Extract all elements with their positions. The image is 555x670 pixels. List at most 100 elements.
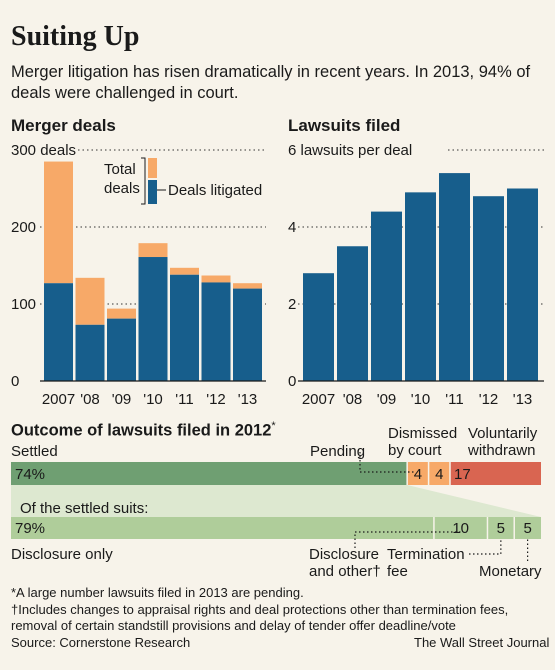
outcome-title-mark: * <box>271 420 276 432</box>
label-disclosure-only: Disclosure only <box>11 546 113 563</box>
label-of-settled: Of the settled suits: <box>20 500 149 517</box>
label-withdrawn-line1: Voluntarily <box>468 425 538 442</box>
merger-x-tick-label: '10 <box>143 391 163 408</box>
total-deals-bar <box>233 283 262 289</box>
merger-y-tick-label: 0 <box>11 373 19 390</box>
label-termination-line2: fee <box>387 563 408 580</box>
settled-segment <box>514 517 541 539</box>
settled-segment <box>433 517 488 539</box>
merger-x-tick-label: '08 <box>80 391 100 408</box>
total-deals-bar <box>138 243 168 258</box>
outcome-value-label: 4 <box>414 466 422 483</box>
lawsuits-filed-title: Lawsuits filed <box>288 116 401 135</box>
settled-breakdown-connector <box>11 485 541 517</box>
merger-x-tick-label: 2007 <box>42 391 75 408</box>
label-termination-line1: Termination <box>387 546 465 563</box>
label-pending: Pending <box>310 443 366 460</box>
termination-leader-line <box>469 539 502 555</box>
merger-x-tick-label: '11 <box>175 391 193 408</box>
lawsuits-y-tick-label: 4 <box>288 219 296 236</box>
deals-litigated-bar <box>170 274 199 381</box>
merger-x-tick-label: '12 <box>206 391 226 408</box>
deals-litigated-bar <box>201 282 231 381</box>
label-settled: Settled <box>11 443 58 460</box>
total-deals-bar <box>75 277 105 325</box>
label-dismissed-line2: by court <box>388 442 442 459</box>
lawsuits-filed-chart: 0 2 4 6 lawsuits per deal 2007 '08 '09 '10 '11 '1… <box>288 142 544 408</box>
lawsuits-bar <box>371 211 402 381</box>
legend-total-swatch <box>148 158 157 178</box>
deals-litigated-bar <box>75 324 105 381</box>
outcome-title-text: Outcome of lawsuits filed in 2012 <box>11 421 272 440</box>
merger-deals-title: Merger deals <box>11 116 116 135</box>
lawsuits-y-tick-label: 2 <box>288 296 296 313</box>
label-withdrawn-line2: withdrawn <box>468 442 536 459</box>
footnote-3: removal of certain standstill provisions… <box>11 618 456 633</box>
disclosure-other-leader-line <box>354 531 461 548</box>
outcome-segment <box>11 462 408 485</box>
settled-value-label: 10 <box>452 520 469 537</box>
footnote-2: †Includes changes to appraisal rights an… <box>11 602 509 617</box>
lawsuits-x-tick-label: '09 <box>377 391 397 408</box>
merger-y-tick-label: 100 <box>11 296 36 313</box>
deals-litigated-bar <box>107 318 136 381</box>
total-deals-bar <box>44 161 73 284</box>
lawsuits-x-tick-label: '13 <box>513 391 533 408</box>
legend-total-label-line2: deals <box>104 180 140 197</box>
merger-y-tick-label: 200 <box>11 219 36 236</box>
lawsuits-x-tick-label: '08 <box>343 391 363 408</box>
outcome-segment <box>428 462 450 485</box>
lawsuits-bar <box>303 273 334 381</box>
legend-litigated-swatch <box>148 180 157 204</box>
footnote-1: *A large number lawsuits filed in 2013 a… <box>11 585 304 600</box>
deals-litigated-bar <box>233 288 262 381</box>
outcome-segment <box>407 462 429 485</box>
legend-litigated-label: Deals litigated <box>168 182 262 199</box>
source-note: Source: Cornerstone Research <box>11 635 191 650</box>
outcome-title: Outcome of lawsuits filed in 2012* <box>11 420 276 441</box>
label-disclosure-other-line2: and other† <box>309 563 381 580</box>
lawsuits-bar <box>439 173 470 381</box>
merger-deals-chart: 0 100 200 300 deals 2007 '08 '09 '10 '11 '12 '13 To… <box>11 142 266 408</box>
settled-segment <box>11 517 434 539</box>
label-withdrawn: Voluntarily withdrawn <box>468 425 537 459</box>
merger-x-tick-label: '09 <box>112 391 132 408</box>
lawsuits-bar <box>337 246 368 381</box>
settled-value-label: 5 <box>497 520 505 537</box>
label-disclosure-other: Disclosure and other† <box>309 546 381 580</box>
lawsuits-bar <box>405 192 436 381</box>
deals-litigated-bar <box>138 257 168 381</box>
merger-y-tick-label: 300 deals <box>11 142 76 159</box>
outcome-value-label: 74% <box>15 466 45 483</box>
outcome-segment <box>449 462 541 485</box>
label-dismissed: Dismissed by court <box>388 425 457 459</box>
settled-value-label: 5 <box>523 520 531 537</box>
settled-value-label: 79% <box>15 520 45 537</box>
label-disclosure-other-line1: Disclosure <box>309 546 380 563</box>
lawsuits-bar <box>507 188 538 381</box>
page-title: Suiting Up <box>11 21 140 52</box>
legend-total-label-line1: Total <box>104 161 136 178</box>
settled-segment <box>487 517 515 539</box>
outcome-value-label: 17 <box>454 466 471 483</box>
total-deals-bar <box>107 308 136 319</box>
legend-backdrop <box>107 152 147 208</box>
lawsuits-y-tick-label: 6 lawsuits per deal <box>288 142 412 159</box>
total-deals-bar <box>170 267 199 275</box>
deals-litigated-bar <box>44 283 73 381</box>
lawsuits-bar <box>473 196 504 381</box>
outcome-value-label: 4 <box>435 466 443 483</box>
wsj-credit: The Wall Street Journal <box>414 635 550 650</box>
merger-x-tick-label: '13 <box>238 391 258 408</box>
lawsuits-x-tick-label: '11 <box>445 391 463 408</box>
label-dismissed-line1: Dismissed <box>388 425 458 442</box>
label-termination: Termination fee <box>387 546 465 580</box>
outcome-chart: 74% 4 4 17 79% 10 5 5 <box>11 452 541 561</box>
lawsuits-x-tick-label: '12 <box>479 391 499 408</box>
label-monetary: Monetary <box>479 563 542 580</box>
lawsuits-y-tick-label: 0 <box>288 373 296 390</box>
lawsuits-x-tick-label: 2007 <box>302 391 335 408</box>
total-deals-bar <box>201 275 231 283</box>
legend-bracket <box>141 157 146 205</box>
page-subtitle: Merger litigation has risen dramatically… <box>11 63 531 102</box>
